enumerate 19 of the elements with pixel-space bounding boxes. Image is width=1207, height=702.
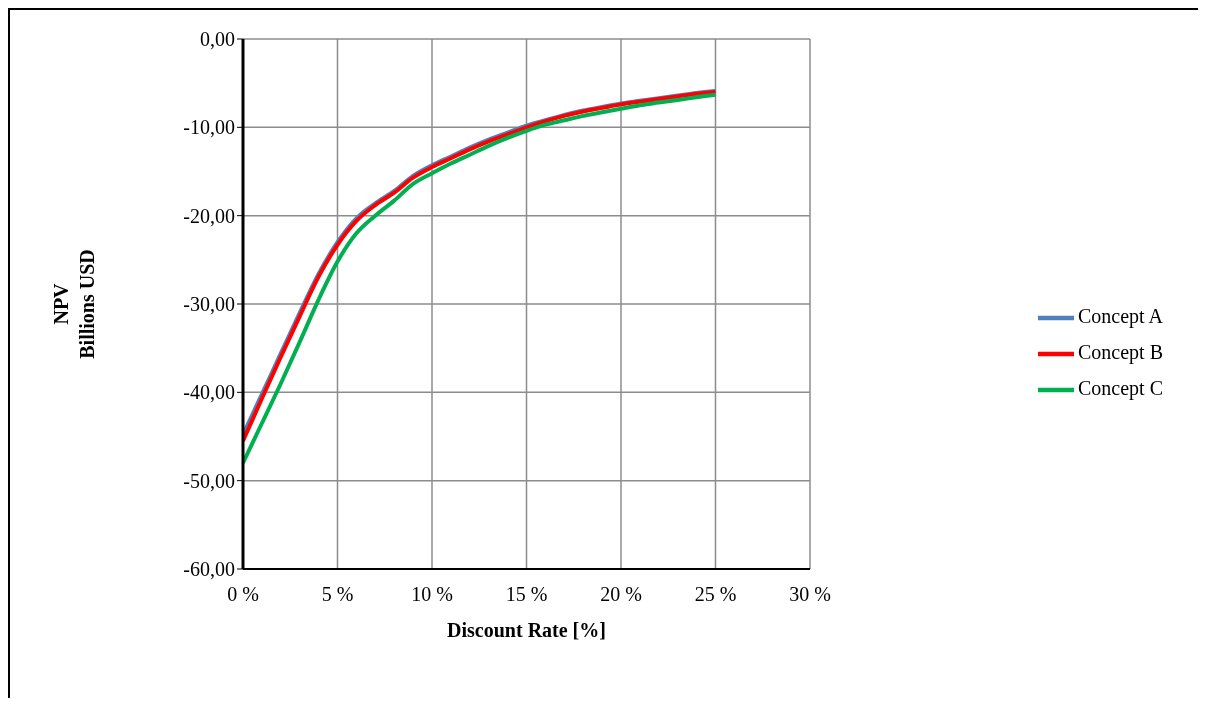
x-tick-label: 25 % <box>694 583 737 606</box>
y-tick-label: -60,00 <box>183 558 235 581</box>
x-tick-label: 30 % <box>789 583 831 606</box>
x-axis-title: Discount Rate [%] <box>447 619 606 641</box>
y-tick-label: -40,00 <box>183 381 235 404</box>
x-tick-label: 5 % <box>321 583 354 606</box>
y-tick-label: -50,00 <box>183 469 235 492</box>
y-tick-label: -20,00 <box>183 204 235 227</box>
y-tick-label: -10,00 <box>183 116 235 139</box>
x-tick-label: 15 % <box>505 583 548 606</box>
y-tick-label: -30,00 <box>183 293 235 316</box>
y-axis-title: NPV Billions USD <box>50 249 98 359</box>
legend-label: Concept B <box>1078 340 1163 363</box>
x-tick-label: 0 % <box>227 583 259 606</box>
x-tick-label: 20 % <box>600 583 642 606</box>
x-tick-label: 10 % <box>411 583 453 606</box>
y-tick-label: 0,00 <box>200 28 235 51</box>
legend-label: Concept C <box>1078 376 1163 399</box>
legend-label: Concept A <box>1078 304 1163 327</box>
